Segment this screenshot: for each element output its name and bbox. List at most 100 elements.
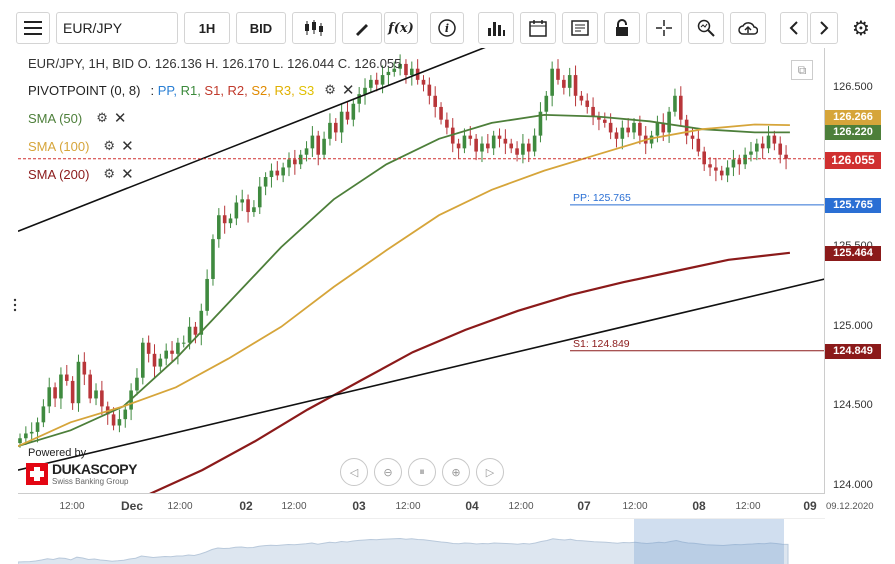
candle-body xyxy=(445,119,449,128)
sma200-legend[interactable]: SMA (200) ⚙ ✕ xyxy=(28,165,134,183)
candle-body xyxy=(491,135,496,149)
candle-body xyxy=(480,143,484,152)
candle-body xyxy=(187,326,192,343)
chart-type-button[interactable] xyxy=(292,12,336,44)
candle-body xyxy=(205,278,209,311)
price-tick: 124.000 xyxy=(833,479,873,492)
reset-view-button[interactable]: ⏸ xyxy=(408,458,436,486)
overview-window[interactable] xyxy=(634,519,784,564)
zoom-out-button[interactable]: ⊖ xyxy=(374,458,402,486)
function-button[interactable]: f(x) xyxy=(384,12,418,44)
crosshair-button[interactable] xyxy=(646,12,682,44)
scroll-left-button[interactable] xyxy=(780,12,808,44)
time-label: Dec xyxy=(120,499,144,513)
pivot-legend[interactable]: PIVOTPOINT (0, 8) : PP, R1, S1, R2, S2, … xyxy=(28,81,355,99)
candle-body xyxy=(345,111,350,120)
candle-body xyxy=(526,143,531,152)
sma200-remove-icon[interactable]: ✕ xyxy=(121,166,134,183)
price-tag-sma200: 125.464 xyxy=(825,245,881,261)
upload-button[interactable] xyxy=(730,12,766,44)
candle-body xyxy=(41,406,46,423)
candle-body xyxy=(304,148,309,155)
sma50-remove-icon[interactable]: ✕ xyxy=(113,110,127,127)
sma50-line xyxy=(18,113,790,448)
time-label: 12:00 xyxy=(281,501,307,512)
candle-body xyxy=(755,143,759,152)
time-label: 09 xyxy=(803,499,817,513)
sma50-legend[interactable]: SMA (50) ⚙ ✕ xyxy=(28,109,126,127)
pivot-settings-icon[interactable]: ⚙ xyxy=(324,82,336,97)
candle-body xyxy=(538,111,543,136)
info-icon: i xyxy=(438,19,456,37)
candle-body xyxy=(369,79,373,88)
symbol-select[interactable]: EUR/JPY xyxy=(56,12,178,44)
candle-body xyxy=(690,135,695,139)
zoom-in-button[interactable]: ⊕ xyxy=(442,458,470,486)
logo-name: DUKASCOPY xyxy=(52,461,137,477)
candle-body xyxy=(474,138,478,152)
candle-body xyxy=(544,95,549,112)
report-button[interactable] xyxy=(562,12,598,44)
indicators-button[interactable] xyxy=(478,12,514,44)
sma100-settings-icon[interactable]: ⚙ xyxy=(103,138,116,153)
candle-body xyxy=(515,148,519,155)
chart-area[interactable]: PP: 125.765 S1: 124.849 xyxy=(18,48,825,494)
menu-button[interactable] xyxy=(16,12,50,44)
candle-body xyxy=(135,377,139,391)
candle-body xyxy=(257,186,262,208)
price-axis[interactable]: 126.500125.500125.000124.500124.000126.2… xyxy=(825,48,895,494)
time-label: 12:00 xyxy=(622,501,648,512)
info-button[interactable]: i xyxy=(430,12,464,44)
candle-body xyxy=(363,87,367,95)
candle-body xyxy=(708,164,712,168)
candle-body xyxy=(766,135,771,149)
menu-icon xyxy=(24,21,42,35)
candle-body xyxy=(731,159,736,168)
pivot-item-3: R2, xyxy=(227,82,252,98)
dukascopy-logo[interactable]: DUKASCOPY Swiss Banking Group xyxy=(26,461,137,486)
candle-body xyxy=(293,159,297,165)
sma50-settings-icon[interactable]: ⚙ xyxy=(96,110,108,125)
triangle-left-icon: ◁ xyxy=(349,466,359,479)
calendar-button[interactable] xyxy=(520,12,556,44)
sma100-legend[interactable]: SMA (100) ⚙ ✕ xyxy=(28,137,134,155)
candle-body xyxy=(141,342,145,378)
timeframe-select[interactable]: 1H xyxy=(184,12,230,44)
price-type-select[interactable]: BID xyxy=(236,12,286,44)
candle-body xyxy=(626,127,630,133)
candle-body xyxy=(591,106,595,117)
candle-body xyxy=(64,374,69,381)
candle-body xyxy=(328,122,332,139)
expand-button[interactable]: ⧉ xyxy=(791,60,813,80)
time-label: 04 xyxy=(465,499,479,513)
ohlc-legend: EUR/JPY, 1H, BID O. 126.136 H. 126.170 L… xyxy=(28,56,402,71)
pan-left-button[interactable]: ◁ xyxy=(340,458,368,486)
pan-right-button[interactable]: ▷ xyxy=(476,458,504,486)
time-axis[interactable]: 12:00 Dec 12:00 02 12:00 03 12:00 04 12:00 07 12:0… xyxy=(18,494,825,516)
time-label: 02 xyxy=(239,499,253,513)
candle-body xyxy=(228,218,233,224)
sma100-remove-icon[interactable]: ✕ xyxy=(121,138,134,155)
candle-body xyxy=(468,135,473,139)
candle-body xyxy=(638,122,642,136)
candle-body xyxy=(714,167,718,171)
time-label: 12:00 xyxy=(735,501,761,512)
settings-button[interactable]: ⚙ xyxy=(846,12,876,44)
pivot-item-0: PP, xyxy=(157,82,181,98)
sma200-settings-icon[interactable]: ⚙ xyxy=(103,166,116,181)
candle-body xyxy=(602,119,607,123)
candle-body xyxy=(632,122,636,133)
overview-navigator[interactable] xyxy=(17,518,825,564)
zoom-button[interactable] xyxy=(688,12,724,44)
candle-body xyxy=(246,199,250,213)
pivot-remove-icon[interactable]: ✕ xyxy=(341,82,355,99)
candle-body xyxy=(573,75,578,96)
candle-body xyxy=(410,68,414,76)
draw-button[interactable] xyxy=(342,12,382,44)
candle-body xyxy=(696,138,701,152)
zoom-out-icon: ⊖ xyxy=(383,466,393,479)
scroll-right-button[interactable] xyxy=(810,12,838,44)
drag-handle-icon[interactable] xyxy=(13,298,17,314)
candle-body xyxy=(158,358,163,367)
lock-button[interactable] xyxy=(604,12,640,44)
